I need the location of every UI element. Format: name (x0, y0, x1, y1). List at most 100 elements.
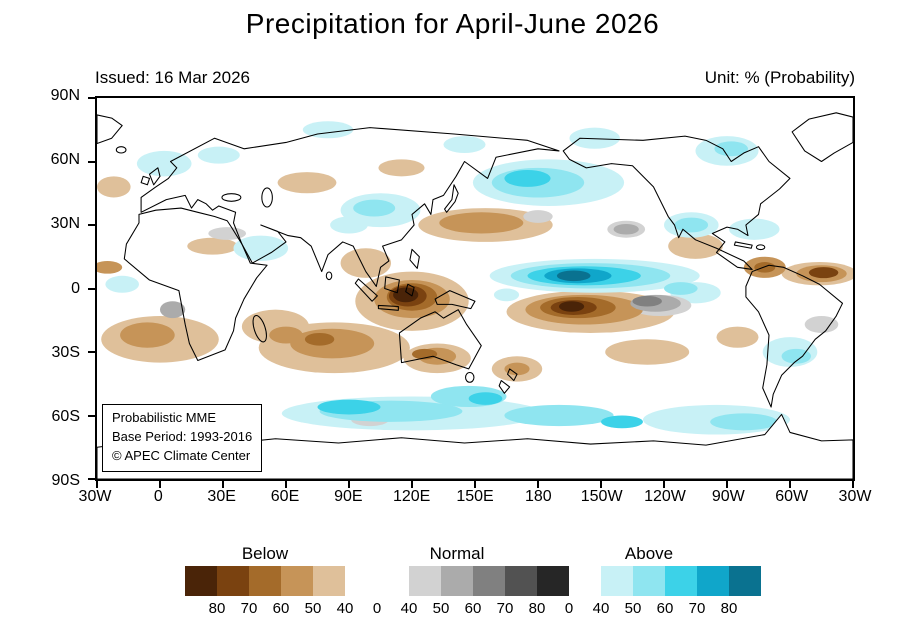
y-axis-tick-mark (88, 351, 95, 353)
x-axis-tick-label: 60E (270, 488, 300, 505)
colorbar-group-label: Above (624, 544, 674, 563)
colorbar-cell (697, 566, 729, 596)
colorbar-tick-label: 50 (624, 600, 642, 617)
anomaly-region (187, 237, 238, 255)
anomaly-region (269, 326, 303, 344)
coastline-japan (444, 184, 459, 213)
x-axis-tick-label: 30W (838, 488, 872, 505)
x-axis-tick-label: 60W (775, 488, 809, 505)
coastline-ireland (140, 175, 151, 186)
y-axis-labels: 90N 60N 30N 0 30S 60S 90S (0, 87, 84, 489)
coastline-madagascar (252, 314, 267, 343)
colorbar-tick-label: 70 (688, 600, 706, 617)
coastline-borneo (384, 276, 400, 294)
coastline-eurasia (140, 127, 560, 287)
y-axis-tick-mark (88, 97, 95, 99)
colorbar-tick-label: 80 (720, 600, 738, 617)
anomaly-region (290, 328, 375, 359)
colorbar-tick-label: 70 (240, 600, 258, 617)
coastline-hispaniola (755, 244, 766, 251)
coastline-britain (148, 167, 161, 186)
y-axis-tick-label: 90N (50, 87, 80, 104)
x-axis-tick-label: 120W (644, 488, 686, 505)
coastline-new-guinea (434, 290, 476, 310)
anomaly-region (729, 218, 780, 240)
anomaly-region (781, 348, 811, 364)
anomaly-region (613, 223, 639, 235)
x-axis-tick-label: 0 (153, 488, 163, 505)
colorbar-cell (249, 566, 281, 596)
coastline-greenland-east (97, 114, 123, 145)
anomaly-region (378, 159, 425, 177)
x-axis-tick-label: 180 (524, 488, 552, 505)
map-canvas (97, 112, 853, 479)
colorbar-cell (505, 566, 537, 596)
x-axis-tick-mark (663, 481, 665, 488)
coastline-new-zealand-south (498, 380, 511, 394)
x-axis-tick-label: 30E (207, 488, 236, 505)
coastline-africa (123, 207, 268, 361)
y-axis-tick-label: 30N (50, 215, 80, 233)
attribution-line-3: © APEC Climate Center (112, 448, 251, 464)
y-axis-tick-label: 60N (50, 151, 80, 169)
anomaly-region (601, 415, 643, 429)
coastline-new-zealand-north (507, 368, 518, 382)
x-axis-tick-label: 150E (456, 488, 494, 505)
coastline-cuba (733, 241, 753, 249)
anomaly-region (304, 332, 335, 346)
anomaly-region (302, 121, 354, 139)
anomaly-region (523, 210, 553, 223)
anomaly-regions-layer (97, 121, 853, 435)
colorbar-cell (313, 566, 345, 596)
colorbar-tick-label: 50 (304, 600, 322, 617)
colorbar-cell (281, 566, 313, 596)
colorbar-tick-label: 0 (564, 600, 574, 617)
anomaly-region (632, 295, 662, 307)
anomaly-region (804, 316, 839, 333)
x-axis-tick-mark (726, 481, 728, 488)
x-axis-tick-mark (411, 481, 413, 488)
y-axis-tick-mark (88, 414, 95, 417)
caspian-sea (261, 187, 273, 208)
colorbar-tick-label: 40 (592, 600, 610, 617)
colorbar-cell (185, 566, 217, 596)
anomaly-region (233, 235, 289, 261)
anomaly-region (340, 248, 391, 278)
coastlines-layer (97, 112, 853, 479)
anomaly-region (668, 233, 723, 259)
x-axis-tick-mark (348, 481, 350, 488)
colorbar-tick-label: 80 (528, 600, 546, 617)
colorbar-ticks: 80 70 60 50 40 0 40 50 60 70 80 0 40 50 60 70 80 (185, 600, 761, 620)
colorbar-tick-label: 70 (496, 600, 514, 617)
anomaly-region (493, 288, 520, 302)
coastline-philippines (409, 248, 420, 269)
anomaly-region (197, 146, 240, 164)
y-axis-tick-label: 30S (51, 343, 80, 361)
colorbar-cell (473, 566, 505, 596)
y-axis-tick-mark (88, 224, 95, 226)
x-axis-tick-label: 90W (711, 488, 745, 505)
colorbar-cell (569, 566, 601, 596)
anomaly-region (443, 136, 486, 154)
x-axis-tick-label: 120E (392, 488, 431, 505)
anomaly-region (664, 282, 698, 295)
colorbar-cell (633, 566, 665, 596)
issued-date-label: Issued: 16 Mar 2026 (95, 68, 250, 87)
page-title: Precipitation for April-June 2026 (245, 8, 660, 39)
x-axis-tick-mark (474, 481, 476, 488)
anomaly-region (330, 216, 368, 234)
anomaly-region (808, 267, 839, 279)
anomaly-region (105, 275, 139, 293)
anomaly-region (504, 362, 530, 376)
colorbar-tick-label: 60 (656, 600, 674, 617)
colorbar-cell (665, 566, 697, 596)
anomaly-region (674, 217, 709, 233)
colorbar-tick-label: 40 (336, 600, 354, 617)
colorbar-cell (537, 566, 569, 596)
anomaly-region (559, 301, 585, 312)
anomaly-region (439, 212, 524, 234)
colorbar-legend: Below Normal Above 80 70 60 50 40 0 40 50 60 70 80 0 4… (185, 544, 761, 620)
colorbar-cell (441, 566, 473, 596)
coastline-sumatra (354, 278, 378, 302)
coastline-australia (398, 309, 482, 370)
